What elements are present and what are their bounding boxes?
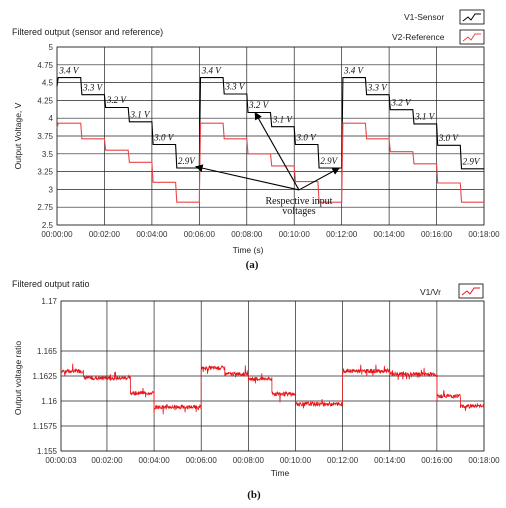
annotation-text-line2: voltages	[282, 206, 315, 217]
x-tick-label: 00:18:00	[468, 456, 500, 465]
y-tick-label: 3	[49, 185, 54, 194]
y-tick-label: 1.1575	[33, 422, 58, 431]
step-label: 3.1 V	[272, 114, 294, 124]
legend-v2-reference-label: V2-Reference	[392, 32, 445, 42]
chart-b-xlabel: Time	[271, 468, 290, 478]
x-tick-label: 00:16:00	[421, 456, 453, 465]
step-label: 3.3 V	[367, 82, 389, 92]
y-tick-label: 4	[49, 114, 54, 123]
series-line-ratio	[60, 363, 485, 415]
x-tick-label: 00:04:00	[139, 456, 171, 465]
legend-v1-sensor-swatch	[459, 9, 485, 25]
step-label: 3.3 V	[224, 82, 246, 92]
step-label: 3.0 V	[153, 132, 175, 142]
step-label: 3.2 V	[106, 95, 128, 105]
x-tick-label: 00:00:00	[41, 230, 73, 239]
y-tick-label: 1.165	[37, 347, 58, 356]
step-label: 3.2 V	[390, 97, 412, 107]
legend-ratio-label: V1/Vr	[420, 287, 441, 297]
legend-v2-reference-line-icon	[462, 33, 481, 42]
y-tick-label: 1.1625	[33, 372, 58, 381]
y-tick-label: 1.16	[41, 397, 57, 406]
chart-a-panel-label: (a)	[246, 259, 259, 271]
x-tick-label: 00:14:00	[374, 230, 406, 239]
annotation-arrow	[254, 111, 300, 191]
x-tick-label: 00:10:00	[279, 230, 311, 239]
step-label: 2.9V	[320, 156, 338, 166]
y-tick-label: 2.75	[37, 203, 53, 212]
x-tick-label: 00:08:00	[231, 230, 263, 239]
y-tick-label: 4.25	[37, 96, 53, 105]
x-tick-label: 00:08:00	[233, 456, 265, 465]
chart-a-legend: V1-Sensor V2-Reference	[392, 9, 485, 45]
annotation-text-line1: Respective input	[265, 196, 332, 207]
chart-a-title: Filtered output (sensor and reference)	[12, 27, 163, 37]
series-line-v1-sensor	[56, 77, 484, 170]
annotation-arrow	[195, 164, 300, 191]
x-tick-label: 00:00:03	[45, 456, 77, 465]
y-tick-label: 4.75	[37, 61, 53, 70]
y-tick-label: 2.5	[42, 221, 54, 230]
y-tick-label: 3.25	[37, 168, 53, 177]
step-label: 3.0 V	[438, 133, 460, 143]
y-tick-label: 1.17	[41, 297, 57, 306]
chart-b-legend: V1/Vr	[420, 283, 484, 299]
chart-a: 5 4.75 4.5 4.25 4 3.75 3.5 3.25 3 2.75 2.500:00:00…	[37, 43, 500, 239]
step-label: 2.9V	[463, 156, 481, 166]
y-tick-label: 3.5	[42, 150, 54, 159]
legend-ratio-line-icon	[461, 287, 480, 296]
y-tick-label: 1.155	[37, 447, 58, 456]
chart-b-ylabel: Output voltage ratio	[13, 341, 23, 415]
legend-ratio-swatch	[458, 283, 484, 299]
x-tick-label: 00:12:00	[327, 456, 359, 465]
x-tick-label: 00:16:00	[421, 230, 453, 239]
chart-b-title: Filtered output ratio	[12, 279, 90, 289]
chart-a-xlabel: Time (s)	[233, 245, 264, 255]
chart-a-ylabel: Output Voltage, V	[13, 102, 23, 169]
legend-v1-sensor-label: V1-Sensor	[404, 12, 444, 22]
chart-b-panel-label: (b)	[247, 489, 261, 501]
legend-v1-sensor-line-icon	[462, 13, 481, 22]
annotation-arrow	[298, 167, 340, 191]
step-label: 3.4 V	[58, 65, 80, 75]
step-label: 3.4 V	[343, 65, 365, 75]
step-label: 3.1 V	[414, 112, 436, 122]
x-tick-label: 00:06:00	[186, 456, 218, 465]
legend-v2-reference-swatch	[459, 29, 485, 45]
x-tick-label: 00:02:00	[91, 456, 123, 465]
y-tick-label: 4.5	[42, 79, 54, 88]
y-tick-label: 5	[49, 43, 54, 52]
step-label: 2.9V	[178, 156, 196, 166]
step-label: 3.0 V	[296, 132, 318, 142]
x-tick-label: 00:04:00	[136, 230, 168, 239]
step-label: 3.2 V	[248, 100, 270, 110]
x-tick-label: 00:10:00	[280, 456, 312, 465]
x-tick-label: 00:06:00	[184, 230, 216, 239]
x-tick-label: 00:18:00	[468, 230, 500, 239]
x-tick-label: 00:14:00	[374, 456, 406, 465]
x-tick-label: 00:02:00	[89, 230, 121, 239]
step-label: 3.1 V	[130, 109, 152, 119]
series-line-v2-reference	[56, 122, 484, 203]
x-tick-label: 00:12:00	[326, 230, 358, 239]
step-label: 3.4 V	[201, 65, 223, 75]
step-label: 3.3 V	[82, 82, 104, 92]
y-tick-label: 3.75	[37, 132, 53, 141]
